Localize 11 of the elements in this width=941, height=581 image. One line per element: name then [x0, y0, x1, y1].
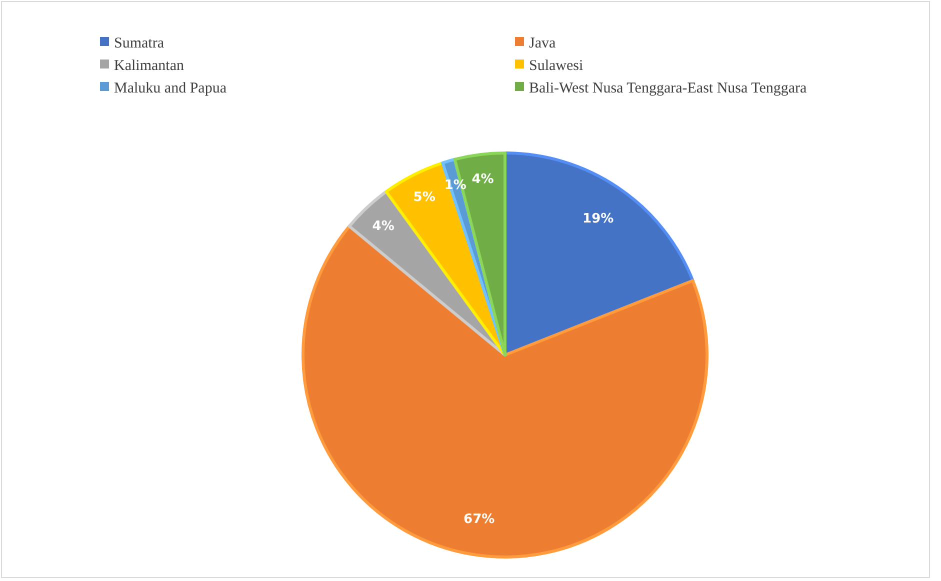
data-label: 67%: [464, 512, 495, 528]
data-label: 19%: [582, 212, 614, 227]
data-label: 5%: [413, 190, 436, 206]
legend-label: Bali-West Nusa Tenggara-East Nusa Tenggara: [529, 80, 808, 96]
legend-label: Java: [529, 35, 556, 52]
data-label: 4%: [472, 172, 494, 188]
legend-label: Kalimantan: [114, 58, 184, 74]
legend-label: Sumatra: [114, 35, 164, 52]
legend-label: Sulawesi: [529, 58, 584, 74]
data-label: 4%: [372, 218, 394, 234]
legend-label: Maluku and Papua: [114, 80, 227, 96]
